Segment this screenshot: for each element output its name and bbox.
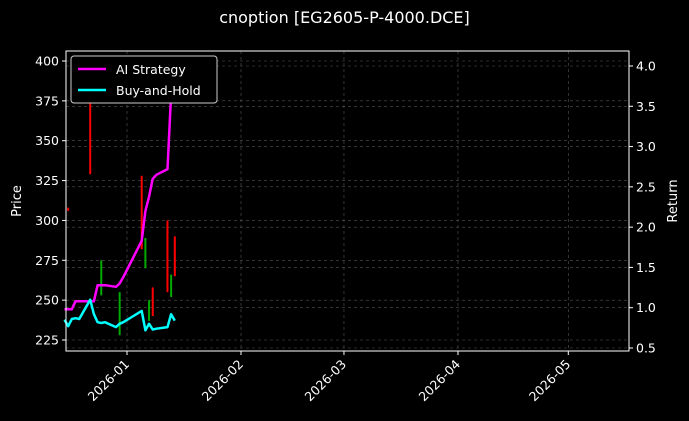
y-tick-label: 375 [35, 93, 59, 108]
series-line [64, 57, 177, 311]
legend-label-ai: AI Strategy [116, 62, 186, 77]
y2-axis-label: Return [666, 179, 681, 222]
plot-frame [65, 50, 630, 352]
candle [67, 207, 70, 211]
candle [173, 236, 176, 277]
y2-tick-label: 2.0 [636, 220, 656, 235]
candle [151, 287, 154, 317]
candle [140, 175, 143, 250]
legend-label-bh: Buy-and-Hold [116, 83, 201, 98]
y2-tick-label: 1.0 [636, 300, 656, 315]
y-axis-label: Price [10, 185, 25, 217]
x-tick-label: 2026-04 [416, 356, 464, 404]
candle [118, 292, 121, 336]
y-axis-return: 0.5 1.0 1.5 2.0 2.5 3.0 3.5 4.0 [629, 59, 656, 356]
legend: AI Strategy Buy-and-Hold [70, 55, 218, 104]
candle [89, 68, 92, 175]
y-tick-label: 225 [35, 333, 59, 348]
y2-tick-label: 1.5 [636, 260, 656, 275]
candle [100, 260, 103, 296]
candle [170, 274, 173, 297]
series-line [63, 298, 176, 332]
candle [148, 300, 151, 321]
chart-title: cnoption [EG2605-P-4000.DCE] [219, 8, 470, 27]
y2-tick-label: 4.0 [636, 59, 656, 74]
x-tick-label: 2026-01 [85, 357, 133, 405]
price-candles [67, 68, 176, 336]
y-tick-label: 300 [35, 213, 59, 228]
y-tick-label: 400 [35, 54, 59, 69]
x-axis-dates: 2026-01 2026-02 2026-03 2026-04 2026-05 [85, 351, 574, 405]
y-axis-price: 225 250 275 300 325 350 375 400 [35, 54, 66, 348]
x-tick-label: 2026-05 [526, 357, 574, 405]
y2-tick-label: 0.5 [636, 341, 656, 356]
y-tick-label: 250 [35, 293, 59, 308]
grid-lines [66, 51, 629, 351]
y2-tick-label: 2.5 [636, 179, 656, 194]
x-tick-label: 2026-03 [302, 357, 350, 405]
y-tick-label: 350 [35, 133, 59, 148]
y2-tick-label: 3.0 [636, 139, 656, 154]
x-tick-label: 2026-02 [199, 357, 247, 405]
return-lines [63, 57, 177, 332]
y2-tick-label: 3.5 [636, 99, 656, 114]
candle [144, 237, 147, 269]
y-tick-label: 325 [35, 173, 59, 188]
candle [166, 220, 169, 293]
y-tick-label: 275 [35, 253, 59, 268]
